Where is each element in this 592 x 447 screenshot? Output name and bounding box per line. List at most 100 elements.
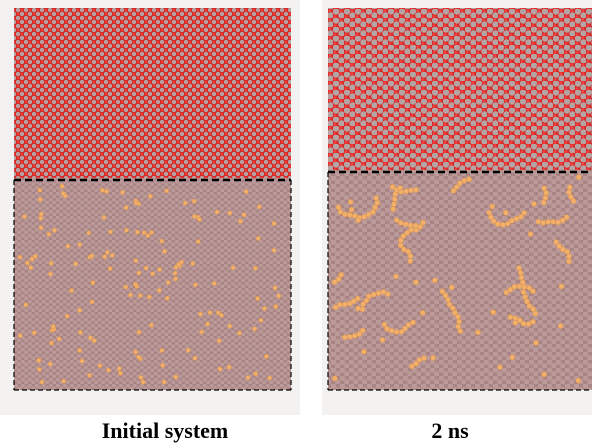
dopant-atom xyxy=(410,319,416,326)
dopant-atom xyxy=(109,252,115,258)
dopant-atom xyxy=(348,206,355,213)
dopant-atom xyxy=(517,317,523,324)
dopant-atom xyxy=(104,188,110,194)
dopant-atom xyxy=(156,287,162,293)
dopant-atom xyxy=(361,348,367,355)
dopant-atom xyxy=(567,194,574,200)
dopant-atom xyxy=(199,329,205,335)
dopant-atom xyxy=(398,237,404,244)
dopant-atom xyxy=(227,323,233,329)
dopant-atom xyxy=(466,176,472,183)
dopant-atom xyxy=(73,261,79,267)
dopant-atom xyxy=(102,254,108,260)
dopant-atom xyxy=(47,361,53,367)
dopant-atom xyxy=(374,200,381,206)
dopant-atom xyxy=(173,374,179,380)
dopant-atom xyxy=(337,209,344,215)
dopant-atom xyxy=(267,375,273,381)
dopant-atom xyxy=(502,209,509,216)
dopant-atom xyxy=(453,184,460,190)
dopant-atom xyxy=(550,218,557,225)
dopant-atom xyxy=(363,297,370,304)
dopant-atom xyxy=(398,328,405,335)
dopant-atom xyxy=(408,187,414,194)
dopant-atom xyxy=(90,280,96,286)
initial-system-caption: Initial system xyxy=(101,418,229,443)
dopant-atom xyxy=(408,227,415,233)
dopant-atom xyxy=(526,284,533,291)
dopant-atom xyxy=(413,279,419,286)
dopant-atom xyxy=(379,337,386,343)
oxide-layer xyxy=(14,8,291,178)
dopant-atom xyxy=(252,326,257,332)
dopant-atom xyxy=(533,339,539,346)
dopant-atom xyxy=(520,320,527,327)
dopant-atom xyxy=(400,233,407,239)
dopant-atom xyxy=(77,307,83,313)
dopant-atom xyxy=(389,184,396,190)
dopant-atom xyxy=(138,375,144,380)
dopant-atom xyxy=(192,355,198,361)
dopant-atom xyxy=(196,216,202,222)
dopant-atom xyxy=(555,219,562,226)
dopant-atom xyxy=(159,348,165,353)
dopant-atom xyxy=(276,293,282,299)
dopant-atom xyxy=(124,227,129,233)
dopant-atom xyxy=(508,217,515,224)
dopant-atom xyxy=(60,190,66,196)
dopant-atom xyxy=(532,310,539,317)
dopant-atom xyxy=(359,327,366,334)
dopant-atom xyxy=(211,280,217,286)
dopant-atom xyxy=(17,333,23,339)
dopant-atom xyxy=(461,177,468,184)
dopant-atom xyxy=(32,253,38,259)
dopant-atom xyxy=(49,340,54,346)
dopant-atom xyxy=(393,329,400,335)
dopant-atom xyxy=(137,293,143,299)
dopant-atom xyxy=(89,299,95,305)
dopant-atom xyxy=(37,197,43,202)
dopant-atom xyxy=(430,355,436,361)
dopant-atom xyxy=(77,330,83,335)
dopant-atom xyxy=(341,301,348,308)
dopant-atom xyxy=(87,372,92,378)
dopant-atom xyxy=(557,323,564,329)
dopant-atom xyxy=(161,379,167,385)
dopant-atom xyxy=(88,335,93,341)
dopant-atom xyxy=(507,314,514,320)
dopant-atom xyxy=(346,333,353,340)
dopant-atom xyxy=(541,371,547,378)
dopant-atom xyxy=(419,310,426,316)
dopant-atom xyxy=(106,367,111,373)
dopant-atom xyxy=(256,204,262,210)
dopant-atom xyxy=(556,243,562,249)
dopant-atom xyxy=(455,323,462,330)
dopant-atoms xyxy=(331,174,582,384)
dopant-atom xyxy=(527,231,534,237)
dopant-atom xyxy=(38,215,44,221)
dopant-atom xyxy=(535,218,542,225)
metal-substrate xyxy=(14,178,291,390)
dopant-atom xyxy=(397,242,404,249)
dopant-atom xyxy=(540,199,547,206)
dopant-atom xyxy=(366,293,372,300)
dopant-atom xyxy=(497,364,503,371)
dopant-atom xyxy=(540,219,547,226)
dopant-atom xyxy=(566,189,572,196)
dopant-atom xyxy=(172,270,178,276)
dopant-atom xyxy=(245,375,251,381)
dopant-atom xyxy=(216,338,222,344)
dopant-atoms xyxy=(17,183,282,385)
dopant-atom xyxy=(165,280,171,285)
dopant-atom xyxy=(77,347,83,353)
dopant-atom xyxy=(123,205,129,211)
dopant-atom xyxy=(355,217,362,224)
dopant-atom xyxy=(46,231,52,237)
dopant-atom xyxy=(160,362,166,368)
dopant-atom xyxy=(413,187,419,193)
dopant-atom xyxy=(404,230,411,236)
dopant-atom xyxy=(509,354,516,361)
dopant-atom xyxy=(28,265,34,271)
dopant-atom xyxy=(86,230,92,236)
dopant-atom xyxy=(99,187,105,193)
